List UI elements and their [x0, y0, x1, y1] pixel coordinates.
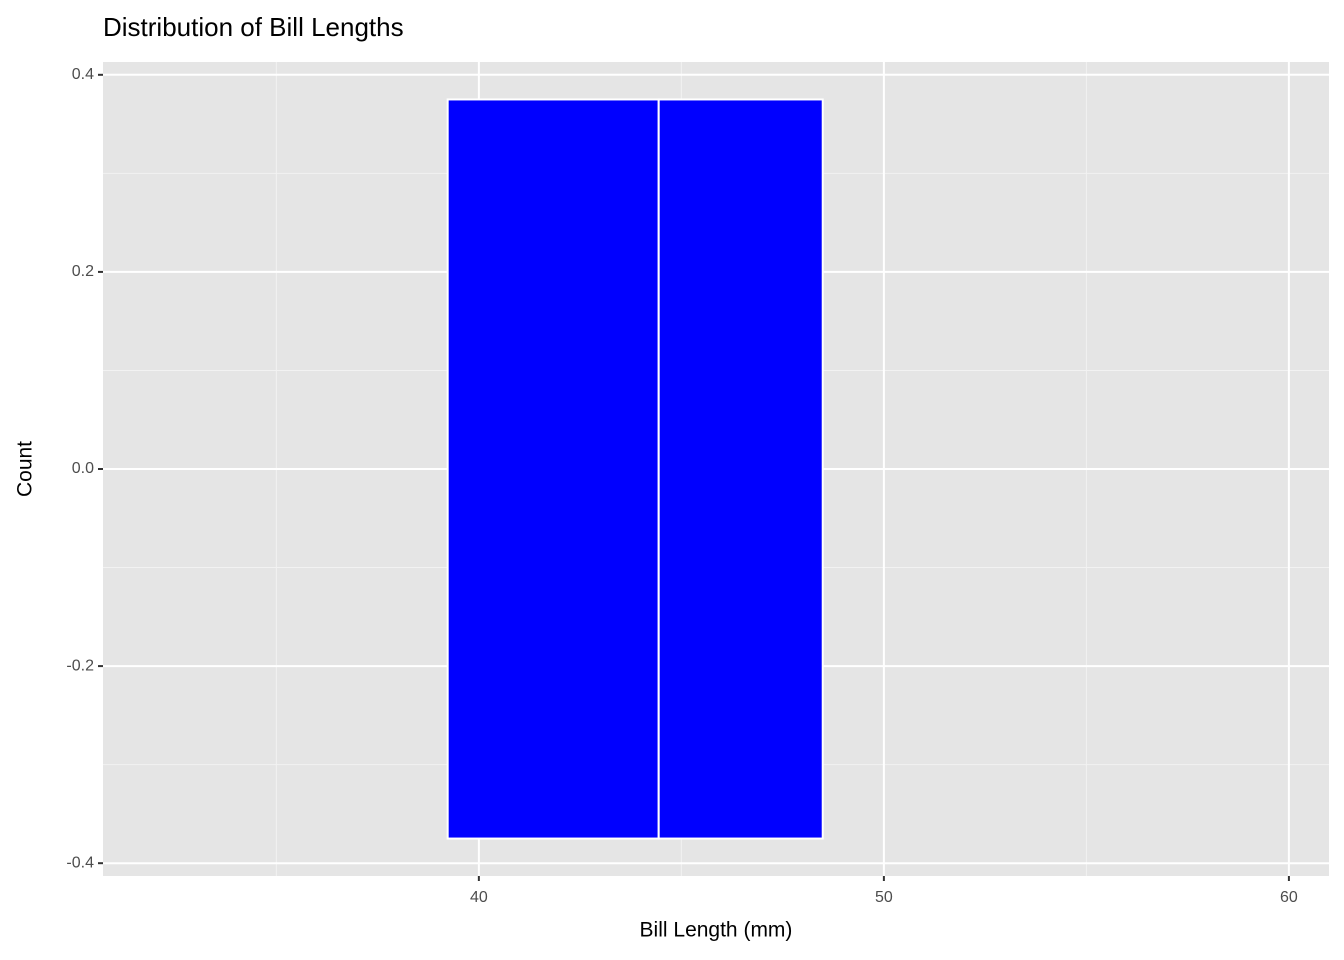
x-axis-title: Bill Length (mm): [640, 919, 793, 942]
y-tick-label: 0.0: [72, 460, 94, 477]
y-tick-label: 0.4: [72, 66, 94, 83]
y-axis-title: Count: [14, 441, 37, 497]
x-tick-label: 50: [875, 889, 893, 906]
y-tick-label: 0.2: [72, 263, 94, 280]
y-tick-label: -0.4: [66, 854, 94, 871]
chart-title: Distribution of Bill Lengths: [103, 12, 404, 42]
bar: [657, 98, 824, 840]
x-tick-label: 40: [470, 889, 488, 906]
x-tick-label: 60: [1280, 889, 1298, 906]
y-tick-label: -0.2: [66, 657, 94, 674]
bar: [446, 98, 660, 840]
